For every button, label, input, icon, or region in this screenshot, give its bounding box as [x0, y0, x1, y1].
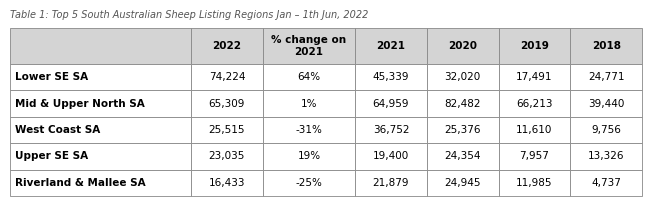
Bar: [570, 28, 642, 64]
Text: Upper SE SA: Upper SE SA: [15, 151, 88, 161]
Bar: [499, 28, 570, 64]
Text: 9,756: 9,756: [591, 125, 621, 135]
Bar: [10, 64, 191, 90]
Bar: [499, 143, 570, 170]
Bar: [427, 143, 499, 170]
Bar: [263, 143, 355, 170]
Bar: [570, 143, 642, 170]
Bar: [191, 143, 263, 170]
Text: Riverland & Mallee SA: Riverland & Mallee SA: [15, 178, 145, 188]
Text: 13,326: 13,326: [588, 151, 625, 161]
Text: Lower SE SA: Lower SE SA: [15, 72, 88, 82]
Text: 64%: 64%: [297, 72, 321, 82]
Bar: [499, 170, 570, 196]
Bar: [191, 64, 263, 90]
Bar: [263, 28, 355, 64]
Text: Table 1: Top 5 South Australian Sheep Listing Regions Jan – 1th Jun, 2022: Table 1: Top 5 South Australian Sheep Li…: [10, 10, 368, 20]
Text: 2019: 2019: [520, 41, 549, 51]
Text: 32,020: 32,020: [445, 72, 481, 82]
Bar: [427, 90, 499, 117]
Bar: [191, 170, 263, 196]
Bar: [191, 117, 263, 143]
Bar: [10, 117, 191, 143]
Text: 66,213: 66,213: [516, 99, 553, 109]
Bar: [10, 28, 191, 64]
Bar: [10, 143, 191, 170]
Bar: [355, 64, 427, 90]
Text: 2018: 2018: [591, 41, 621, 51]
Text: 82,482: 82,482: [445, 99, 481, 109]
Bar: [570, 64, 642, 90]
Text: 19%: 19%: [297, 151, 321, 161]
Bar: [263, 117, 355, 143]
Text: 2020: 2020: [448, 41, 477, 51]
Bar: [355, 90, 427, 117]
Text: 21,879: 21,879: [373, 178, 409, 188]
Text: 39,440: 39,440: [588, 99, 625, 109]
Text: 4,737: 4,737: [591, 178, 621, 188]
Bar: [10, 90, 191, 117]
Bar: [191, 28, 263, 64]
Bar: [427, 28, 499, 64]
Bar: [570, 117, 642, 143]
Bar: [263, 90, 355, 117]
Text: 17,491: 17,491: [516, 72, 553, 82]
Bar: [355, 28, 427, 64]
Text: 1%: 1%: [301, 99, 317, 109]
Text: 65,309: 65,309: [209, 99, 245, 109]
Text: 2021: 2021: [376, 41, 406, 51]
Text: 36,752: 36,752: [373, 125, 409, 135]
Bar: [10, 170, 191, 196]
Text: 24,945: 24,945: [445, 178, 481, 188]
Text: Mid & Upper North SA: Mid & Upper North SA: [15, 99, 145, 109]
Bar: [570, 90, 642, 117]
Bar: [355, 117, 427, 143]
Bar: [191, 90, 263, 117]
Text: 19,400: 19,400: [373, 151, 409, 161]
Text: 24,771: 24,771: [588, 72, 625, 82]
Text: 24,354: 24,354: [445, 151, 481, 161]
Text: 45,339: 45,339: [373, 72, 409, 82]
Text: 25,376: 25,376: [445, 125, 481, 135]
Text: -25%: -25%: [295, 178, 322, 188]
Text: 74,224: 74,224: [209, 72, 245, 82]
Text: 23,035: 23,035: [209, 151, 245, 161]
Bar: [427, 64, 499, 90]
Bar: [355, 143, 427, 170]
Bar: [355, 170, 427, 196]
Bar: [499, 90, 570, 117]
Text: 11,610: 11,610: [516, 125, 553, 135]
Text: 16,433: 16,433: [209, 178, 245, 188]
Text: 11,985: 11,985: [516, 178, 553, 188]
Bar: [427, 117, 499, 143]
Bar: [499, 64, 570, 90]
Text: -31%: -31%: [295, 125, 322, 135]
Text: 7,957: 7,957: [520, 151, 550, 161]
Bar: [499, 117, 570, 143]
Bar: [263, 170, 355, 196]
Bar: [570, 170, 642, 196]
Bar: [263, 64, 355, 90]
Bar: [427, 170, 499, 196]
Text: % change on
2021: % change on 2021: [271, 35, 346, 57]
Text: 25,515: 25,515: [209, 125, 245, 135]
Text: 2022: 2022: [213, 41, 241, 51]
Text: 64,959: 64,959: [373, 99, 409, 109]
Text: West Coast SA: West Coast SA: [15, 125, 100, 135]
